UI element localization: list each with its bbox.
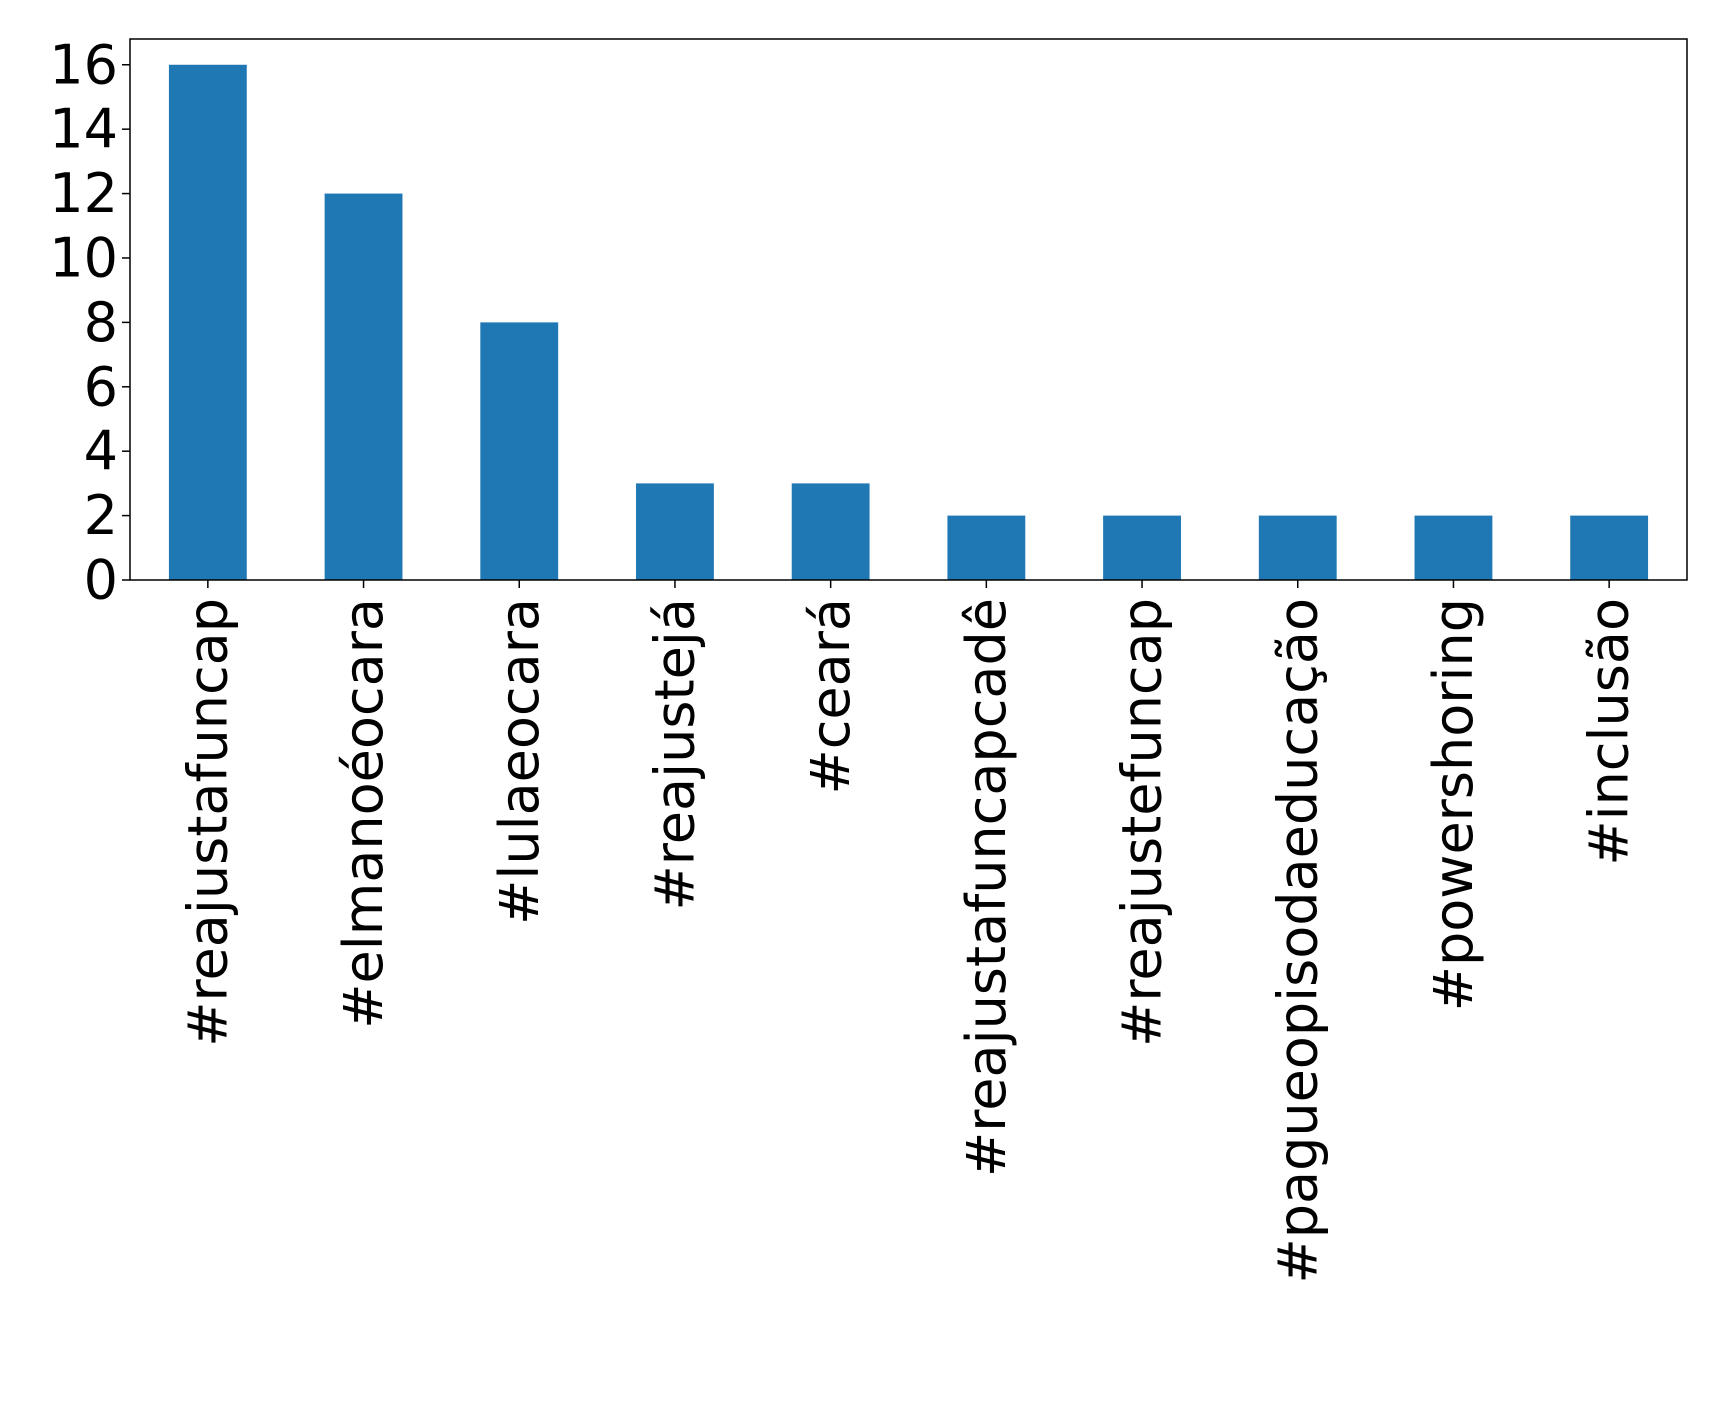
y-tick-label: 4 (84, 420, 118, 483)
y-tick-label: 6 (84, 355, 118, 418)
bar (791, 483, 870, 580)
y-tick-label: 10 (49, 226, 118, 289)
bar (1258, 515, 1337, 580)
y-tick-label: 12 (49, 162, 118, 225)
y-tick-label: 0 (84, 549, 118, 612)
x-tick-label: #ceará (799, 598, 862, 795)
bar (168, 64, 247, 580)
x-tick-label: #reajustafuncap (176, 598, 239, 1047)
bar (947, 515, 1026, 580)
x-tick-label: #reajustejá (643, 598, 706, 910)
plot-frame (129, 38, 1688, 581)
x-tick-label: #powershoring (1422, 598, 1485, 1011)
y-tick-label: 14 (49, 98, 118, 161)
x-axis: #reajustafuncap #elmanoéocara #lulaeocara #… (176, 580, 1641, 1284)
bar (1103, 515, 1181, 580)
x-tick-label: #inclusão (1578, 598, 1641, 866)
x-tick-label: #reajustefuncap (1111, 598, 1174, 1047)
bar (1414, 515, 1493, 580)
bar (1570, 515, 1649, 580)
y-tick-label: 16 (49, 33, 118, 96)
bars-group (168, 64, 1649, 581)
x-tick-label: #reajustafuncapcadê (955, 598, 1018, 1177)
x-tick-label: #lulaeocara (488, 598, 551, 925)
x-tick-label: #elmanoéocara (332, 598, 395, 1029)
y-tick-label: 2 (84, 484, 118, 547)
y-tick-label: 8 (84, 291, 118, 354)
bar (636, 483, 714, 580)
bar (480, 322, 559, 580)
x-tick-label: #pagueopisodaeducação (1266, 598, 1329, 1284)
bar (324, 193, 403, 581)
